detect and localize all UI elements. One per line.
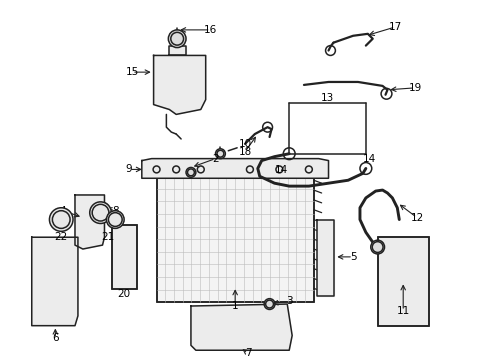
- Bar: [377, 237, 428, 326]
- Bar: [112, 225, 137, 289]
- Text: 22: 22: [55, 232, 68, 242]
- Bar: [55, 216, 61, 224]
- Text: 11: 11: [396, 306, 409, 316]
- Polygon shape: [316, 220, 334, 296]
- Text: 17: 17: [388, 22, 401, 32]
- Text: 18: 18: [238, 147, 251, 157]
- Text: 14: 14: [274, 165, 287, 175]
- Circle shape: [185, 167, 196, 177]
- Text: 9: 9: [125, 165, 132, 175]
- Circle shape: [215, 149, 225, 159]
- Bar: [377, 237, 428, 326]
- Bar: [112, 225, 137, 289]
- Circle shape: [49, 208, 73, 231]
- Text: 1: 1: [231, 301, 238, 311]
- Circle shape: [264, 299, 274, 310]
- Text: 7: 7: [244, 348, 251, 358]
- Circle shape: [99, 203, 108, 213]
- Polygon shape: [75, 195, 104, 249]
- Bar: [156, 176, 313, 302]
- Text: 20: 20: [117, 289, 130, 299]
- Polygon shape: [32, 237, 78, 326]
- Text: 4: 4: [60, 206, 66, 216]
- Circle shape: [89, 202, 111, 224]
- Text: 3: 3: [285, 296, 292, 306]
- Text: 21: 21: [101, 232, 114, 242]
- Polygon shape: [153, 55, 205, 114]
- Text: 5: 5: [349, 252, 356, 262]
- Polygon shape: [190, 304, 291, 350]
- Polygon shape: [169, 46, 185, 55]
- Text: 19: 19: [407, 83, 421, 93]
- Polygon shape: [142, 159, 328, 178]
- Text: 14: 14: [363, 154, 376, 163]
- Text: 2: 2: [212, 154, 218, 163]
- Circle shape: [370, 240, 384, 254]
- Text: 13: 13: [320, 93, 333, 103]
- Text: 16: 16: [203, 25, 217, 35]
- Bar: [156, 176, 313, 302]
- Text: 15: 15: [125, 67, 138, 77]
- Circle shape: [168, 30, 185, 48]
- Text: 10: 10: [238, 139, 251, 149]
- Text: 12: 12: [409, 212, 423, 222]
- Bar: [235, 333, 248, 345]
- Circle shape: [106, 211, 124, 228]
- Text: 8: 8: [112, 206, 119, 216]
- Text: 6: 6: [52, 333, 59, 343]
